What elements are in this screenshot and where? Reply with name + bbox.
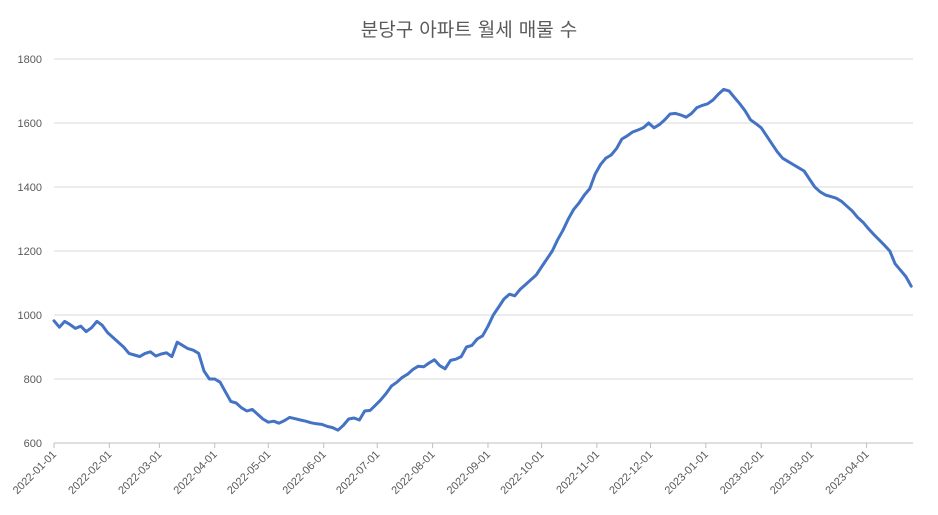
y-tick-label: 1000 xyxy=(18,310,42,322)
y-tick-label: 1200 xyxy=(18,246,42,258)
series-layer xyxy=(52,87,913,432)
x-tick-label: 2022-03-01 xyxy=(116,449,164,497)
series-line-0 xyxy=(52,87,913,432)
x-tick-label: 2023-03-01 xyxy=(768,449,816,497)
x-tick-label: 2022-01-01 xyxy=(11,449,59,497)
x-tick-label: 2022-10-01 xyxy=(498,449,546,497)
x-tick-label: 2022-06-01 xyxy=(281,449,329,497)
x-tick-label: 2022-02-01 xyxy=(66,449,114,497)
y-axis: 600 800 1000 1200 1400 1600 1800 xyxy=(18,54,42,450)
x-tick-label: 2022-09-01 xyxy=(445,449,493,497)
x-tick-label: 2022-11-01 xyxy=(554,449,602,497)
y-tick-label: 600 xyxy=(24,438,42,450)
x-tick-label: 2022-08-01 xyxy=(389,449,437,497)
gridlines xyxy=(54,58,913,380)
x-tick-label: 2023-04-01 xyxy=(823,449,871,497)
x-tick-label: 2022-07-01 xyxy=(334,449,382,497)
y-tick-label: 1400 xyxy=(18,182,42,194)
y-tick-label: 800 xyxy=(24,374,42,386)
chart-title: 분당구 아파트 월세 매물 수 xyxy=(361,19,577,41)
x-tick-label: 2022-05-01 xyxy=(225,449,273,497)
x-tick-label: 2022-04-01 xyxy=(172,449,220,497)
y-tick-label: 1800 xyxy=(18,54,42,66)
x-tick-label: 2022-12-01 xyxy=(607,449,655,497)
x-tick-label: 2023-01-01 xyxy=(663,449,711,497)
x-axis: 2022-01-01 2022-02-01 2022-03-01 2022-04-01… xyxy=(11,442,913,497)
y-tick-label: 1600 xyxy=(18,118,42,130)
x-tick-label: 2023-02-01 xyxy=(718,449,766,497)
